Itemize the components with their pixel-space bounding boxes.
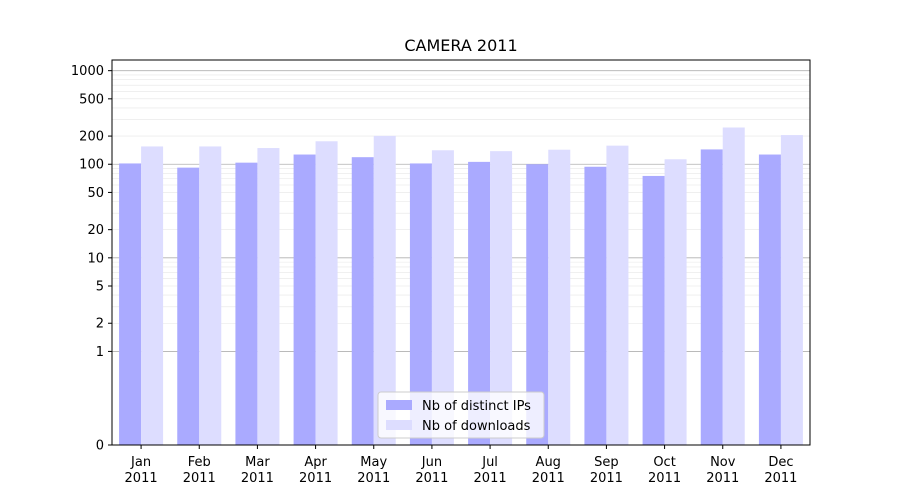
bar-downloads — [199, 146, 222, 446]
y-tick-label: 500 — [79, 92, 104, 107]
bar-distinct-ips — [642, 175, 665, 445]
y-tick-label: 10 — [87, 251, 104, 266]
legend: Nb of distinct IPs Nb of downloads — [377, 391, 545, 439]
y-tick-label: 0 — [96, 439, 104, 454]
bar-downloads — [431, 150, 454, 445]
bar-downloads — [606, 145, 629, 445]
bar-downloads — [315, 141, 338, 446]
bar-downloads — [548, 149, 571, 445]
bar-distinct-ips — [351, 157, 374, 445]
y-tick-label: 100 — [79, 158, 104, 173]
x-tick-label: Mar 2011 — [241, 455, 274, 486]
x-tick-label: May 2011 — [357, 455, 390, 486]
y-axis: 0 1 2 5 10 20 50 100 200 500 1000 — [71, 64, 112, 454]
x-tick-label: Dec 2011 — [764, 455, 797, 486]
legend-swatch — [386, 400, 412, 410]
legend-box — [377, 391, 545, 439]
legend-label: Nb of downloads — [422, 419, 531, 434]
grid-layer — [112, 70, 810, 352]
legend-swatch — [386, 420, 412, 430]
bar-downloads — [780, 135, 803, 445]
x-axis: Jan 2011 Feb 2011 Mar 2011 Apr 2011 May 2011 Jun 20… — [125, 445, 797, 486]
bar-downloads — [373, 135, 396, 446]
bar-distinct-ips — [409, 163, 432, 445]
x-tick-label: Aug 2011 — [532, 455, 565, 486]
chart-title: CAMERA 2011 — [404, 36, 517, 55]
x-tick-label: Jul 2011 — [474, 455, 507, 486]
plot-frame — [111, 59, 811, 446]
legend-label: Nb of distinct IPs — [422, 399, 531, 414]
y-tick-label: 2 — [96, 317, 104, 332]
y-tick-label: 20 — [87, 223, 104, 238]
x-tick-label: Jan 2011 — [125, 455, 158, 486]
x-tick-label: Sep 2011 — [590, 455, 623, 486]
bar-distinct-ips — [119, 163, 142, 445]
bar-distinct-ips — [468, 161, 491, 445]
x-tick-label: Oct 2011 — [648, 455, 681, 486]
y-tick-label: 1000 — [71, 64, 104, 79]
x-tick-label: Feb 2011 — [183, 455, 216, 486]
x-tick-label: Nov 2011 — [706, 455, 739, 486]
bar-distinct-ips — [758, 154, 781, 445]
bar-distinct-ips — [700, 149, 723, 445]
x-tick-label: Apr 2011 — [299, 455, 332, 486]
y-tick-label: 50 — [87, 186, 104, 201]
bar-distinct-ips — [526, 164, 549, 445]
y-tick-label: 200 — [79, 130, 104, 145]
bar-distinct-ips — [177, 167, 200, 445]
bar-distinct-ips — [293, 154, 316, 445]
bar-downloads — [722, 127, 745, 445]
y-tick-label: 1 — [96, 345, 104, 360]
bar-downloads — [490, 151, 513, 446]
bars-layer — [119, 127, 803, 446]
bar-downloads — [664, 159, 687, 446]
bar-distinct-ips — [584, 166, 607, 446]
y-tick-label: 5 — [96, 280, 104, 295]
bar-distinct-ips — [235, 162, 258, 445]
x-tick-label: Jun 2011 — [415, 455, 448, 486]
bar-downloads — [257, 148, 280, 445]
bar-downloads — [141, 146, 164, 446]
